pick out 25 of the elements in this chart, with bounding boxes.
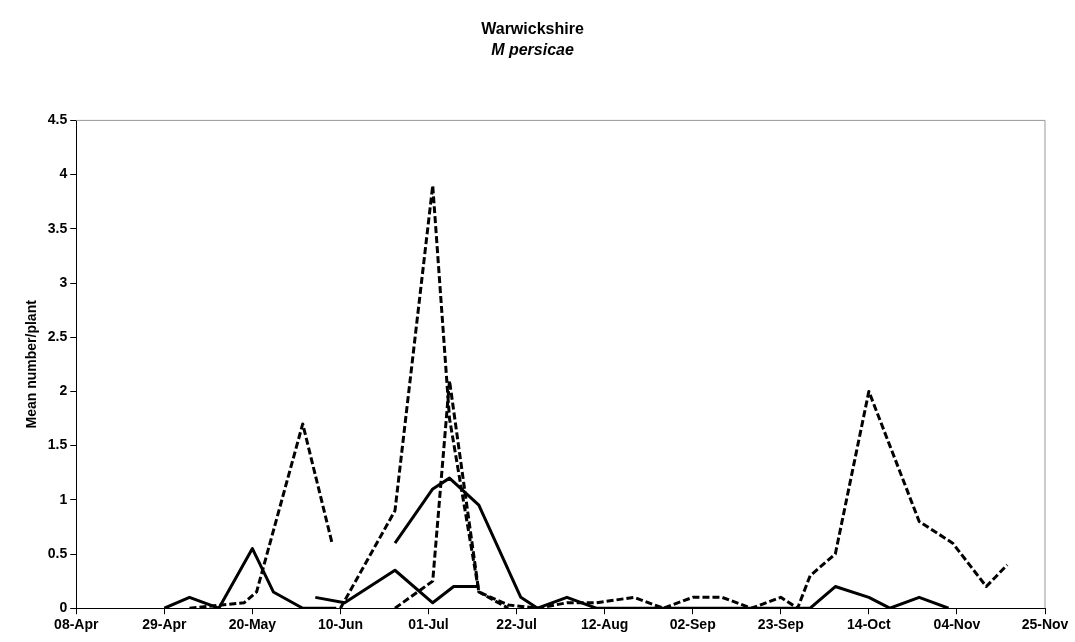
chart-subtitle: M persicae bbox=[491, 41, 574, 59]
y-tick-label: 0.5 bbox=[47, 544, 68, 561]
y-tick-label: 1.5 bbox=[47, 436, 68, 453]
y-tick-label: 3.5 bbox=[47, 219, 68, 236]
y-tick-label: 0 bbox=[59, 599, 68, 616]
x-tick-label: 25-Nov bbox=[1021, 616, 1069, 633]
x-tick-label: 08-Apr bbox=[54, 616, 99, 633]
x-tick-label: 22-Jul bbox=[496, 616, 537, 633]
x-tick-label: 01-Jul bbox=[408, 616, 449, 633]
x-tick-label: 29-Apr bbox=[142, 616, 188, 633]
chart-title: Warwickshire bbox=[481, 20, 584, 38]
y-tick-label: 2.5 bbox=[47, 328, 68, 345]
x-tick-label: 20-May bbox=[228, 616, 277, 633]
y-axis-title: Mean number/plant bbox=[23, 299, 40, 429]
y-tick-label: 1 bbox=[59, 490, 68, 507]
x-tick-label: 23-Sep bbox=[757, 616, 804, 633]
y-tick-label: 4.5 bbox=[47, 111, 68, 128]
x-tick-label: 02-Sep bbox=[669, 616, 716, 633]
y-tick-label: 2 bbox=[59, 382, 68, 399]
x-tick-label: 12-Aug bbox=[580, 616, 629, 633]
y-tick-label: 3 bbox=[59, 273, 68, 290]
y-tick-label: 4 bbox=[59, 165, 68, 182]
x-tick-label: 14-Oct bbox=[847, 616, 891, 633]
x-tick-label: 10-Jun bbox=[317, 616, 364, 633]
x-tick-label: 04-Nov bbox=[933, 616, 981, 633]
